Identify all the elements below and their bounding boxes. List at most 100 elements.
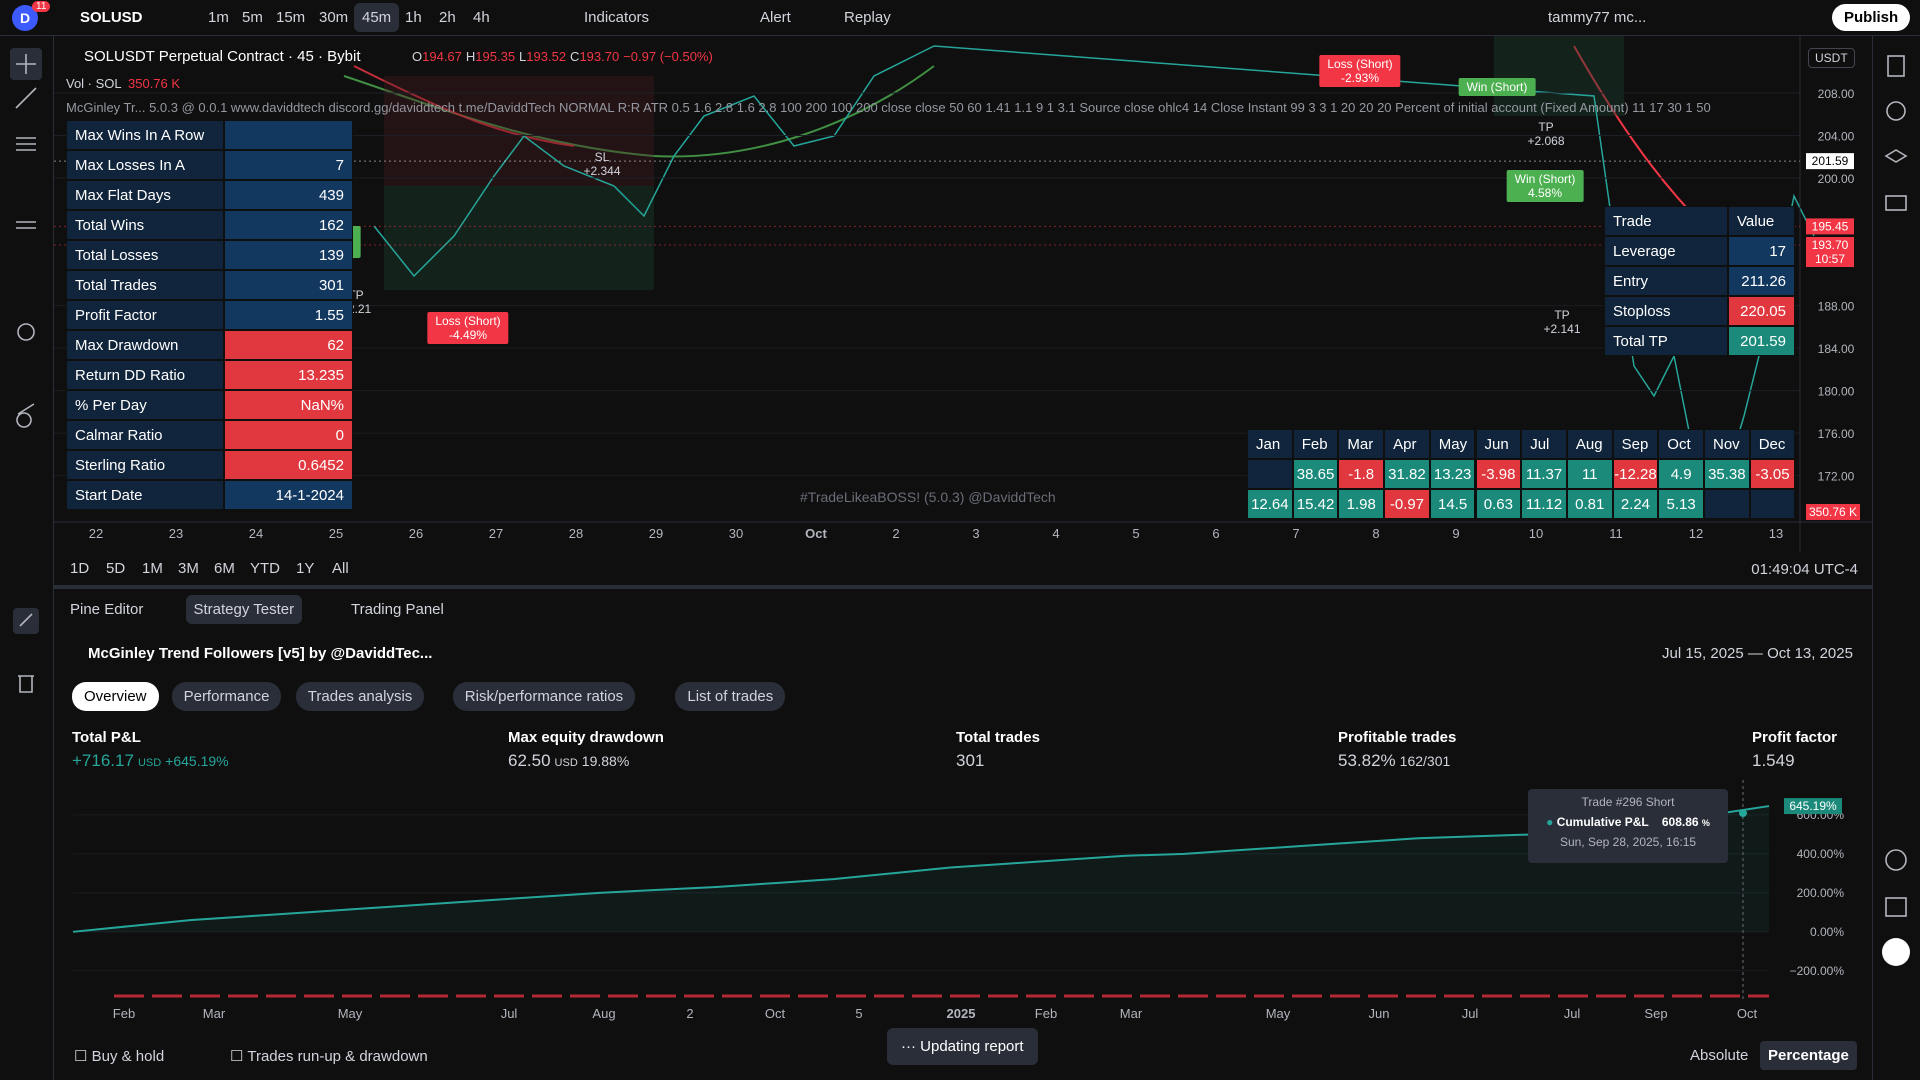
dashboard-label: Entry: [1604, 266, 1728, 296]
currency-selector[interactable]: USDT: [1808, 48, 1855, 68]
alert-button[interactable]: Alert: [760, 9, 791, 26]
publish-button[interactable]: Publish: [1832, 4, 1911, 31]
replay-button[interactable]: Replay: [844, 9, 891, 26]
stats-label: Total Losses: [66, 240, 224, 270]
subtab[interactable]: List of trades: [675, 682, 786, 711]
runup-toggle[interactable]: ☐ Trades run-up & drawdown: [230, 1048, 428, 1065]
stats-value: 162: [224, 210, 353, 240]
panel-tab[interactable]: Pine Editor: [70, 601, 144, 618]
date-label: 8: [1372, 526, 1379, 541]
panel-tab[interactable]: Strategy Tester: [185, 595, 303, 624]
x-tick-label: 2: [686, 1006, 693, 1021]
dashboard-value: 17: [1728, 236, 1795, 266]
interval-button[interactable]: 2h: [439, 9, 456, 26]
monthly-return: 0.81: [1566, 489, 1613, 519]
interval-button[interactable]: 1h: [405, 9, 422, 26]
x-tick-label: Oct: [765, 1006, 786, 1021]
panel-tab[interactable]: Trading Panel: [351, 601, 444, 618]
absolute-button[interactable]: Absolute: [1690, 1047, 1749, 1064]
trade-annotation: TP +2.141: [1535, 306, 1588, 338]
price-tick-label: 184.00: [1818, 342, 1855, 356]
price-tick-label: 200.00: [1818, 172, 1855, 186]
annotation-title: TP: [1538, 120, 1554, 134]
range-button[interactable]: 3M: [178, 560, 199, 577]
percentage-button[interactable]: Percentage: [1760, 1041, 1857, 1070]
interval-button[interactable]: 30m: [319, 9, 349, 26]
subtab[interactable]: Risk/performance ratios: [452, 682, 636, 711]
ohlc-key: O: [412, 49, 423, 64]
top-bar: D 11 SOLUSD Indicators Alert Replay tamm…: [0, 0, 1920, 36]
range-button[interactable]: All: [332, 560, 349, 577]
price-tick-label: 172.00: [1818, 470, 1855, 484]
trade-annotation: Loss (Short) -2.93%: [1319, 55, 1401, 87]
month-header: Jul: [1521, 429, 1567, 459]
price-label-time: 10:57: [1815, 252, 1845, 266]
month-header: Nov: [1704, 429, 1750, 459]
y-tick-label: 0.00%: [1810, 925, 1844, 939]
date-label: 13: [1769, 526, 1783, 541]
date-label: 3: [972, 526, 979, 541]
annotation-title: Win (Short): [1466, 80, 1528, 94]
stats-value: 0: [224, 420, 353, 450]
tooltip-date: Sun, Sep 28, 2025, 16:15: [1559, 835, 1697, 849]
x-tick-label: May: [1266, 1006, 1291, 1021]
subtab[interactable]: Overview: [72, 682, 159, 711]
last-value-box: [1784, 798, 1842, 815]
x-tick-label: Oct: [1737, 1006, 1758, 1021]
month-header: Dec: [1749, 429, 1796, 459]
trade-annotation: Win (Short) 4.58%: [1506, 170, 1584, 202]
metric-label: Profit factor: [1752, 729, 1838, 746]
user-menu[interactable]: tammy77 mc...: [1548, 9, 1647, 26]
equity-line: [72, 805, 1770, 933]
x-tick-label: Jul: [1462, 1006, 1479, 1021]
runup-label: Trades run-up & drawdown: [247, 1048, 428, 1065]
monthly-return: 15.42: [1292, 489, 1339, 519]
interval-button[interactable]: 45m: [354, 3, 400, 32]
range-button[interactable]: 6M: [214, 560, 235, 577]
stats-value: 1.55: [224, 300, 353, 330]
range-button[interactable]: 1D: [70, 560, 90, 577]
price-label: 195.45: [1812, 219, 1849, 233]
subtab[interactable]: Trades analysis: [295, 682, 425, 711]
range-button[interactable]: YTD: [250, 560, 280, 577]
dashboard-header: Value: [1728, 206, 1795, 236]
date-label: 29: [649, 526, 663, 541]
x-tick-label: Aug: [592, 1006, 615, 1021]
annotation-title: TP: [1554, 308, 1570, 322]
month-header: May: [1429, 429, 1476, 459]
stats-label: Max Wins In A Row: [66, 120, 224, 150]
date-label: 27: [489, 526, 503, 541]
buy-hold-toggle[interactable]: ☐ Buy & hold: [74, 1048, 165, 1065]
annotation-value: -4.49%: [448, 328, 488, 342]
date-range[interactable]: Jul 15, 2025 — Oct 13, 2025: [1662, 645, 1853, 662]
metric-value-row: +716.17 USD +645.19%: [72, 751, 229, 771]
subtab[interactable]: Performance: [171, 682, 282, 711]
month-header: Oct: [1658, 429, 1704, 459]
metric-unit: USD: [137, 757, 162, 769]
range-button[interactable]: 1Y: [296, 560, 315, 577]
right-sidebar: [1872, 36, 1910, 1080]
annotation-title: Win (Short): [1514, 172, 1576, 186]
symbol[interactable]: SOLUSD: [80, 9, 143, 26]
indicators-button[interactable]: Indicators: [584, 9, 650, 26]
updating-toast: ··· Updating report: [887, 1028, 1038, 1065]
stats-value: 301: [224, 270, 353, 300]
date-label: 9: [1452, 526, 1459, 541]
dashboard-header: Trade Dashboard: [1604, 206, 1728, 236]
interval-button[interactable]: 4h: [473, 9, 490, 26]
buy-hold-label: Buy & hold: [91, 1048, 165, 1065]
monthly-return: 11: [1566, 459, 1613, 489]
interval-button[interactable]: 15m: [276, 9, 306, 26]
date-label: Oct: [805, 526, 827, 541]
interval-button[interactable]: 5m: [242, 9, 263, 26]
trade-annotation: Win (Short): [1458, 78, 1536, 96]
trade-annotation: TP +2.068: [1519, 118, 1572, 150]
date-label: 10: [1529, 526, 1543, 541]
interval-button[interactable]: 1m: [208, 9, 229, 26]
strategy-name[interactable]: McGinley Trend Followers [v5] by @Davidd…: [88, 645, 433, 662]
volume-label: Vol · SOL: [66, 76, 122, 91]
ohlc-key: C: [570, 49, 580, 64]
range-button[interactable]: 1M: [142, 560, 163, 577]
range-button[interactable]: 5D: [106, 560, 126, 577]
stats-label: Max Flat Days: [66, 180, 224, 210]
